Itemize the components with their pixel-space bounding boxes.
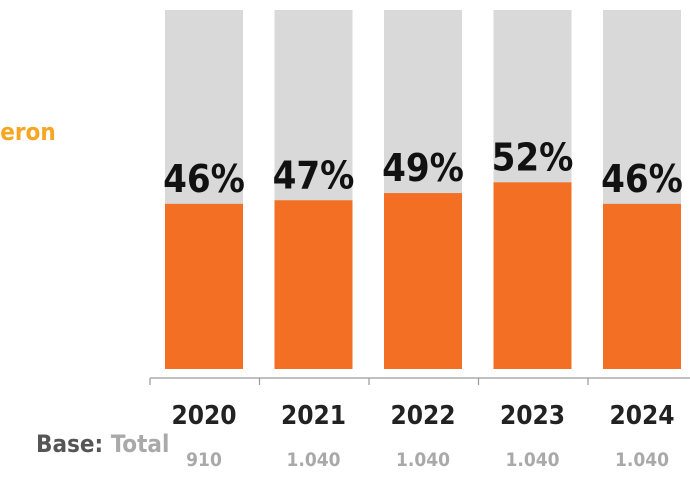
x-tick-label-2024: 2024: [609, 401, 674, 431]
bar-2022: [384, 193, 462, 369]
base-count-2023: 1.040: [505, 449, 559, 471]
base-label: Base: Total: [36, 430, 169, 458]
data-label-2021: 47%: [273, 153, 355, 197]
cropped-side-label: ndieron: [0, 118, 130, 146]
data-label-2023: 52%: [492, 135, 574, 179]
bar-2021: [274, 200, 353, 369]
side-label-text: ndieron: [0, 118, 56, 146]
data-label-2020: 46%: [163, 157, 245, 201]
x-tick-label-2021: 2021: [281, 401, 346, 431]
data-label-2024: 46%: [601, 157, 683, 201]
bar-2024: [603, 203, 681, 369]
base-value: Total: [110, 430, 170, 458]
base-count-2020: 910: [186, 449, 222, 471]
x-tick-label-2023: 2023: [500, 401, 565, 431]
bar-2020: [165, 203, 243, 369]
base-count-2021: 1.040: [286, 449, 340, 471]
base-count-2022: 1.040: [396, 449, 450, 471]
x-tick-label-2022: 2022: [390, 401, 455, 431]
data-label-2022: 49%: [382, 146, 464, 190]
bar-2023: [493, 182, 572, 369]
base-key: Base:: [36, 430, 104, 458]
x-tick-label-2020: 2020: [171, 401, 236, 431]
base-count-2024: 1.040: [615, 449, 669, 471]
